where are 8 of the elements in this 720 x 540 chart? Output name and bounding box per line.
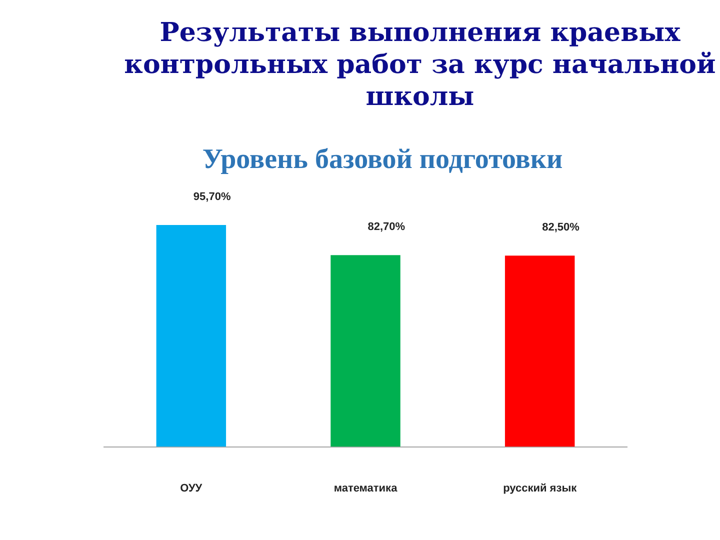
chart-title: Результаты выполнения краевых контрольных работ за курс начальной школы bbox=[123, 17, 717, 113]
data-label: 82,50% bbox=[542, 222, 580, 234]
chart-subtitle: Уровень базовой подготовки bbox=[201, 144, 564, 176]
data-label: 82,70% bbox=[368, 221, 406, 234]
data-label: 95,70% bbox=[193, 191, 231, 203]
x-tick-label: русский язык bbox=[503, 482, 578, 494]
x-tick-label: ОУУ bbox=[180, 482, 202, 494]
x-tick-label: математика bbox=[334, 482, 398, 494]
